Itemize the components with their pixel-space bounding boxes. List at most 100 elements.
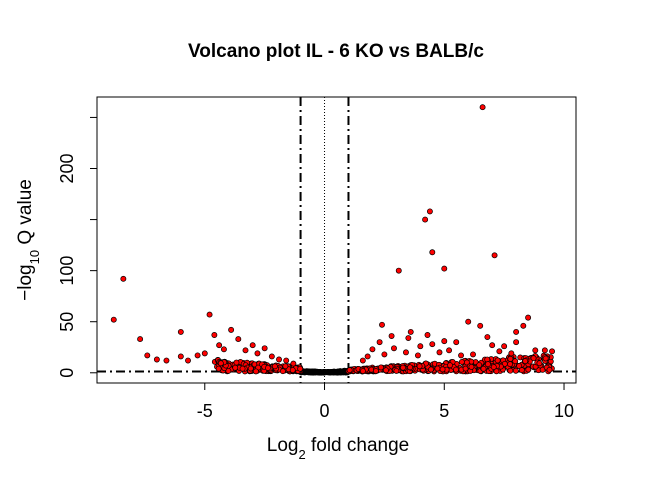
- significant-point: [137, 336, 144, 343]
- significant-point: [391, 345, 397, 352]
- significant-point: [252, 368, 259, 375]
- significant-point: [516, 363, 523, 369]
- significant-point: [235, 336, 242, 343]
- x-axis-label-sub: 2: [298, 447, 305, 462]
- significant-point: [484, 334, 491, 340]
- significant-point: [513, 328, 520, 335]
- significant-point: [163, 357, 170, 364]
- significant-point: [403, 349, 409, 356]
- x-tick-label: 5: [439, 401, 449, 421]
- significant-point: [485, 361, 491, 368]
- significant-point: [477, 322, 484, 329]
- data-points: [110, 104, 556, 376]
- significant-point: [388, 333, 395, 339]
- significant-point: [536, 360, 543, 367]
- significant-point: [541, 347, 548, 354]
- significant-point: [489, 342, 496, 349]
- significant-point: [364, 353, 371, 360]
- significant-point: [426, 208, 433, 215]
- significant-point: [513, 339, 520, 346]
- plot-frame: [96, 96, 577, 384]
- significant-point: [480, 365, 487, 372]
- significant-point: [359, 368, 366, 375]
- significant-point: [520, 322, 527, 329]
- significant-point: [268, 353, 275, 360]
- significant-point: [220, 346, 227, 353]
- significant-point: [254, 350, 261, 357]
- significant-point: [110, 316, 117, 323]
- significant-point: [447, 362, 453, 369]
- significant-point: [507, 355, 514, 362]
- significant-point: [346, 367, 353, 374]
- significant-point: [429, 249, 436, 256]
- significant-point: [144, 352, 151, 359]
- significant-point: [507, 361, 514, 368]
- significant-point: [424, 332, 431, 338]
- significant-point: [405, 335, 412, 342]
- significant-point: [525, 366, 532, 373]
- x-tick-label: -5: [197, 401, 213, 421]
- significant-point: [491, 252, 498, 259]
- significant-point: [508, 350, 515, 357]
- significant-point: [239, 365, 246, 372]
- nonsignificant-point: [303, 368, 310, 375]
- significant-point: [217, 360, 224, 367]
- significant-point: [249, 342, 256, 349]
- significant-point: [276, 356, 282, 363]
- significant-point: [185, 357, 191, 364]
- significant-point: [518, 367, 525, 374]
- y-tick-label: 100: [57, 256, 77, 286]
- x-axis: -5 0 5 10: [197, 382, 574, 421]
- significant-point: [507, 367, 514, 374]
- significant-point: [439, 366, 446, 373]
- significant-point: [376, 339, 383, 346]
- significant-point: [512, 367, 519, 374]
- significant-point: [194, 352, 201, 359]
- significant-point: [446, 347, 453, 354]
- significant-point: [201, 350, 208, 357]
- significant-point: [417, 343, 424, 350]
- significant-point: [215, 365, 222, 372]
- significant-point: [206, 311, 213, 318]
- x-tick-label: 0: [320, 401, 330, 421]
- significant-point: [271, 363, 278, 370]
- y-axis-label-pre: −log: [15, 264, 36, 300]
- significant-point: [470, 351, 476, 358]
- significant-point: [279, 368, 286, 375]
- x-axis-label-rest: fold change: [306, 435, 410, 456]
- y-tick-label: 50: [57, 312, 77, 332]
- y-tick-label: 200: [57, 153, 77, 183]
- significant-point: [261, 345, 268, 352]
- significant-point: [372, 368, 379, 374]
- significant-point: [377, 364, 384, 371]
- significant-point: [422, 216, 429, 223]
- significant-point: [532, 347, 539, 354]
- significant-point: [453, 339, 460, 346]
- significant-point: [228, 326, 235, 333]
- significant-point: [233, 359, 240, 366]
- significant-point: [501, 343, 508, 350]
- significant-point: [379, 321, 385, 328]
- significant-point: [400, 364, 406, 371]
- significant-point: [264, 365, 271, 371]
- x-axis-label: Log2 fold change: [267, 435, 409, 462]
- significant-point: [429, 341, 436, 348]
- significant-point: [242, 347, 249, 354]
- significant-point: [290, 360, 297, 367]
- nonsignificant-point: [314, 368, 321, 375]
- significant-point: [407, 328, 414, 335]
- x-axis-label-base: Log: [267, 435, 299, 456]
- significant-point: [120, 275, 127, 282]
- significant-point: [282, 363, 289, 370]
- significant-point: [546, 366, 553, 373]
- significant-point: [247, 365, 254, 372]
- significant-point: [434, 365, 441, 372]
- significant-point: [468, 363, 475, 370]
- significant-point: [297, 365, 304, 372]
- significant-point: [496, 348, 503, 355]
- significant-point: [416, 363, 423, 370]
- chart-title: Volcano plot IL - 6 KO vs BALB/c: [188, 41, 484, 62]
- significant-point: [383, 367, 389, 374]
- reference-lines: [97, 97, 576, 383]
- significant-point: [428, 366, 434, 373]
